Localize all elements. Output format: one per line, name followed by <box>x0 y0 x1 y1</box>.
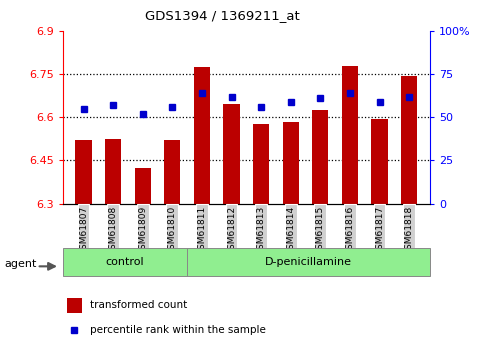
Bar <box>194 67 210 204</box>
Text: GSM61810: GSM61810 <box>168 206 177 255</box>
Text: D-penicillamine: D-penicillamine <box>265 257 352 267</box>
Text: GSM61813: GSM61813 <box>256 206 266 255</box>
Text: GSM61816: GSM61816 <box>345 206 355 255</box>
Text: GDS1394 / 1369211_at: GDS1394 / 1369211_at <box>145 9 299 22</box>
Text: GSM61817: GSM61817 <box>375 206 384 255</box>
Bar <box>75 140 92 204</box>
Text: GSM61809: GSM61809 <box>138 206 147 255</box>
Bar <box>135 168 151 204</box>
Bar <box>187 248 430 276</box>
Bar <box>164 140 181 204</box>
Bar <box>67 297 82 313</box>
Text: GSM61815: GSM61815 <box>316 206 325 255</box>
Bar <box>371 119 388 204</box>
Bar <box>253 125 270 204</box>
Text: control: control <box>106 257 144 267</box>
Text: agent: agent <box>5 259 37 269</box>
Text: GSM61812: GSM61812 <box>227 206 236 255</box>
Bar <box>223 105 240 204</box>
Text: GSM61814: GSM61814 <box>286 206 295 255</box>
Text: GSM61811: GSM61811 <box>198 206 206 255</box>
Text: GSM61807: GSM61807 <box>79 206 88 255</box>
Bar <box>283 121 299 204</box>
Bar <box>105 139 121 204</box>
Text: GSM61818: GSM61818 <box>405 206 413 255</box>
Text: transformed count: transformed count <box>90 300 187 310</box>
Bar <box>312 110 328 204</box>
Bar <box>342 66 358 204</box>
Text: GSM61808: GSM61808 <box>109 206 118 255</box>
Bar <box>401 76 417 204</box>
Bar <box>63 248 187 276</box>
Text: percentile rank within the sample: percentile rank within the sample <box>90 325 266 335</box>
